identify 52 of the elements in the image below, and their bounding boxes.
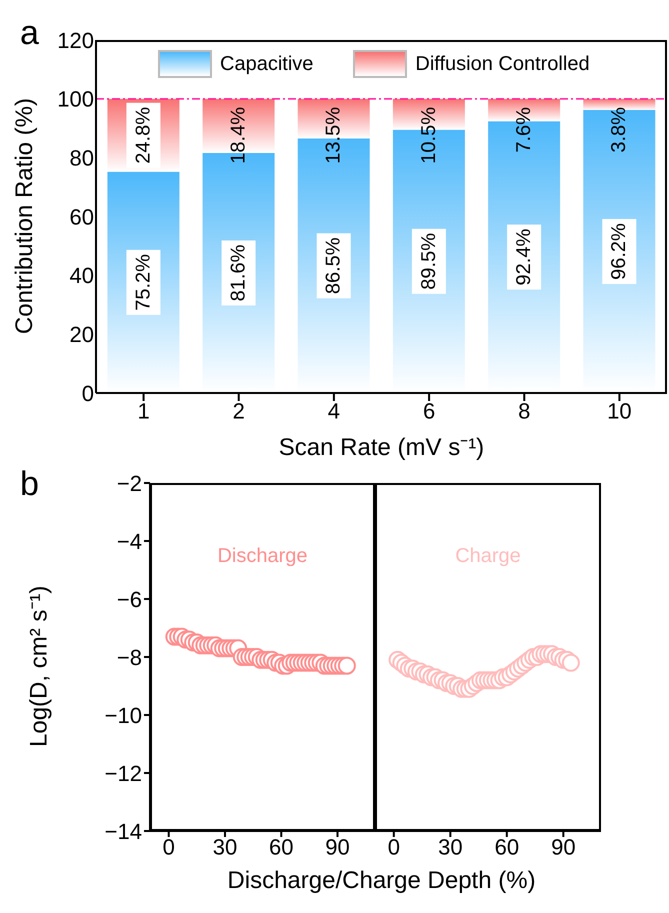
x-tick-label: 0 xyxy=(162,834,175,860)
y-tick-label: −12 xyxy=(104,760,142,786)
y-axis-title: Log(D, cm² s⁻¹) xyxy=(26,586,53,747)
text: a xyxy=(20,14,39,53)
x-tick-label: 8 xyxy=(518,398,530,424)
y-tick-label: 60 xyxy=(70,204,94,230)
x-tick-label: 2 xyxy=(232,398,245,424)
x-axis-title: Scan Rate (mV s⁻¹) xyxy=(278,434,484,461)
x-tick-label: 1 xyxy=(137,398,150,424)
data-label: 92.4% xyxy=(513,228,536,286)
y-tick-label: 120 xyxy=(57,28,94,53)
y-tick-label: −6 xyxy=(116,586,142,612)
data-label: 3.8% xyxy=(608,106,630,153)
legend-label: Capacitive xyxy=(220,52,314,76)
y-tick-label: 20 xyxy=(70,322,94,347)
data-label: 13.5% xyxy=(322,106,345,164)
x-tick-label: 10 xyxy=(607,398,632,424)
legend-label: Diffusion Controlled xyxy=(415,52,590,76)
data-label: 89.5% xyxy=(418,232,440,290)
x-tick-label: 30 xyxy=(212,834,238,860)
data-label: 7.6% xyxy=(513,106,536,153)
y-tick-label: −4 xyxy=(116,528,142,554)
data-label: 18.4% xyxy=(228,106,250,164)
data-label: 10.5% xyxy=(418,106,440,164)
y-tick-label: 40 xyxy=(70,263,94,288)
x-tick-label: 90 xyxy=(551,834,576,860)
text: b xyxy=(20,465,39,504)
point xyxy=(338,656,356,675)
y-tick-label: −2 xyxy=(116,470,142,496)
point xyxy=(562,654,580,672)
x-tick-label: 30 xyxy=(438,834,463,860)
y-tick-label: −14 xyxy=(104,818,142,844)
text: Discharge xyxy=(216,545,309,568)
x-tick-label: 90 xyxy=(325,834,350,860)
x-tick-label: 60 xyxy=(269,834,294,860)
data-label: 24.8% xyxy=(132,106,154,164)
x-tick-label: 4 xyxy=(328,398,340,424)
x-tick-label: 0 xyxy=(388,834,400,860)
data-label: 81.6% xyxy=(228,244,250,302)
text: Charge xyxy=(454,545,522,568)
data-label: 96.2% xyxy=(608,222,630,280)
y-tick-label: 0 xyxy=(82,380,94,406)
x-tick-label: 60 xyxy=(494,834,520,860)
y-tick-label: −10 xyxy=(104,702,142,728)
y-tick-label: 80 xyxy=(70,145,94,170)
y-axis-title: Contribution Ratio (%) xyxy=(11,98,39,335)
x-tick-label: 6 xyxy=(422,398,436,424)
data-label: 75.2% xyxy=(132,254,154,311)
y-tick-label: 100 xyxy=(57,86,94,112)
x-axis-title: Discharge/Charge Depth (%) xyxy=(226,867,537,895)
data-label: 86.5% xyxy=(322,237,345,294)
y-tick-label: −8 xyxy=(116,644,142,670)
